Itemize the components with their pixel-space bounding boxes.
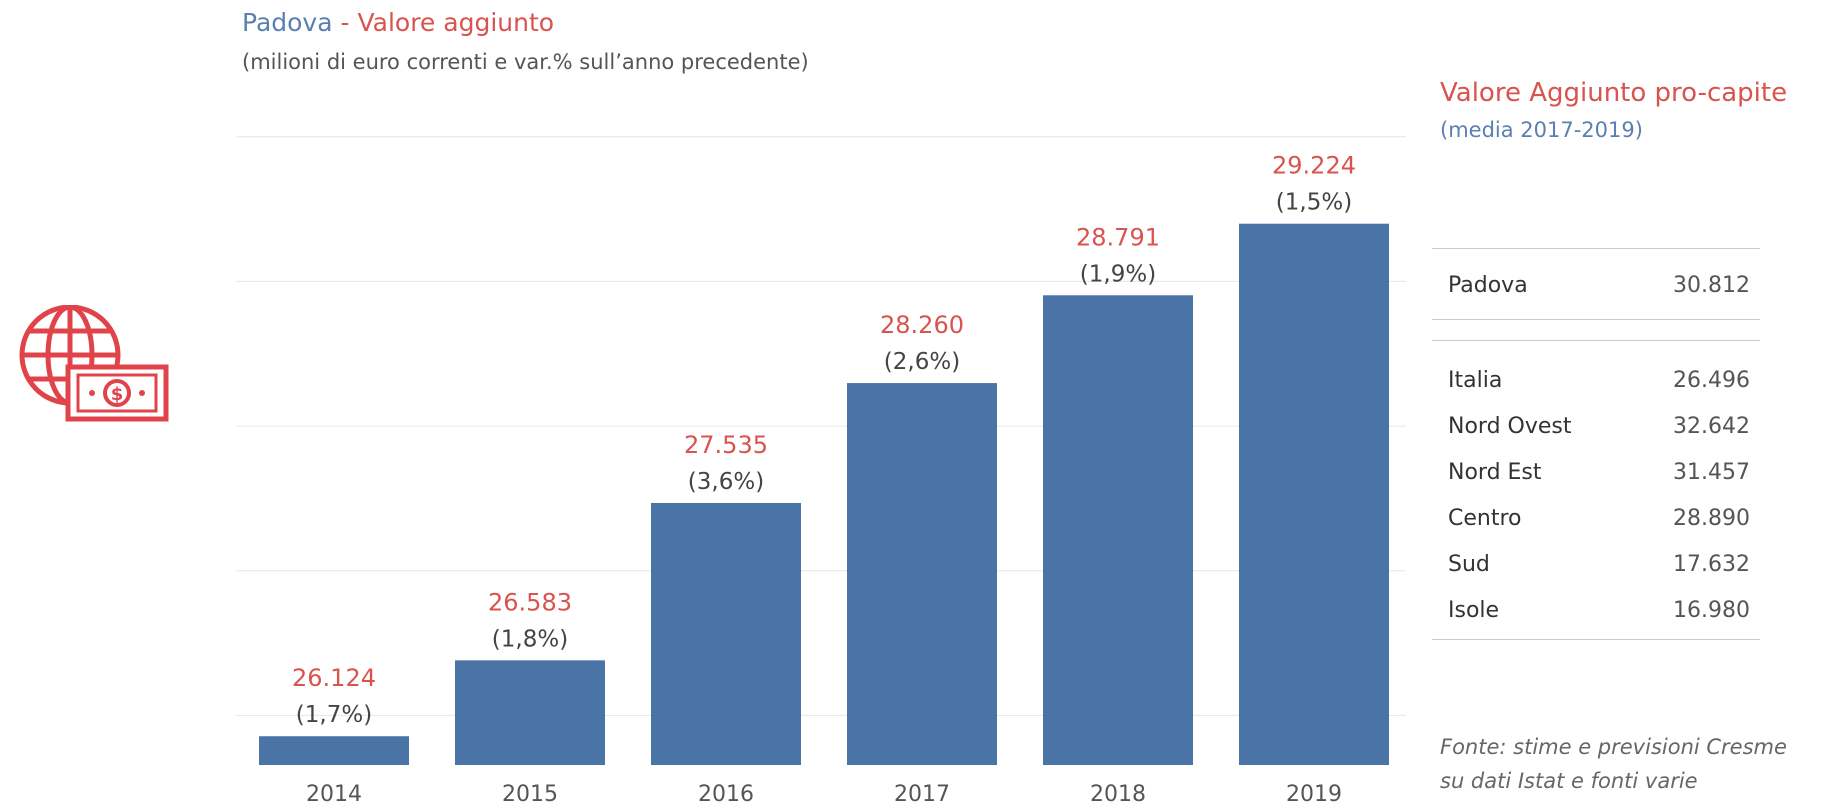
per-capita-row-nord-ovest: Nord Ovest 32.642 bbox=[1432, 403, 1760, 449]
title-metric: Valore aggiunto bbox=[357, 8, 555, 37]
per-capita-region-name: Sud bbox=[1448, 551, 1490, 577]
per-capita-value: 28.890 bbox=[1673, 505, 1750, 531]
pct-label-2016: (3,6%) bbox=[688, 469, 764, 495]
value-label-2016: 27.535 bbox=[684, 431, 768, 459]
x-tick-2017: 2017 bbox=[894, 782, 950, 807]
value-label-2014: 26.124 bbox=[292, 664, 376, 692]
x-tick-2019: 2019 bbox=[1286, 782, 1342, 807]
per-capita-row-sud: Sud 17.632 bbox=[1432, 541, 1760, 587]
pct-label-2014: (1,7%) bbox=[296, 702, 372, 728]
bar-2017 bbox=[847, 383, 997, 765]
per-capita-title: Valore Aggiunto pro-capite bbox=[1440, 78, 1788, 108]
source-line-2: su dati Istat e fonti varie bbox=[1440, 769, 1698, 793]
per-capita-region-name: Centro bbox=[1448, 505, 1522, 531]
value-label-2019: 29.224 bbox=[1272, 152, 1356, 180]
bar-2015 bbox=[455, 660, 605, 765]
per-capita-region-name: Isole bbox=[1448, 597, 1500, 623]
source-line-1: Fonte: stime e previsioni Cresme bbox=[1440, 735, 1787, 759]
value-label-2015: 26.583 bbox=[488, 588, 572, 616]
bar-2019 bbox=[1239, 223, 1389, 765]
value-label-2018: 28.791 bbox=[1076, 223, 1160, 251]
per-capita-value: 32.642 bbox=[1673, 413, 1750, 439]
per-capita-highlight-table: Padova 30.812 bbox=[1432, 248, 1760, 320]
per-capita-value: 16.980 bbox=[1673, 597, 1750, 623]
x-tick-2018: 2018 bbox=[1090, 782, 1146, 807]
pct-label-2015: (1,8%) bbox=[492, 626, 568, 652]
per-capita-row-centro: Centro 28.890 bbox=[1432, 495, 1760, 541]
per-capita-region-name: Padova bbox=[1448, 272, 1528, 298]
bar-2018 bbox=[1043, 295, 1193, 765]
per-capita-value: 26.496 bbox=[1673, 367, 1750, 393]
pct-label-2019: (1,5%) bbox=[1276, 190, 1352, 216]
title-separator: - bbox=[332, 8, 358, 37]
title-place: Padova bbox=[242, 8, 333, 37]
value-label-2017: 28.260 bbox=[880, 311, 964, 339]
per-capita-row-italia: Italia 26.496 bbox=[1432, 357, 1760, 403]
source-note: Fonte: stime e previsioni Cresme su dati… bbox=[1440, 730, 1787, 798]
globe-money-icon: $ bbox=[10, 304, 170, 429]
per-capita-value: 30.812 bbox=[1673, 272, 1750, 298]
x-tick-2014: 2014 bbox=[306, 782, 362, 807]
per-capita-value: 31.457 bbox=[1673, 459, 1750, 485]
pct-label-2017: (2,6%) bbox=[884, 349, 960, 375]
x-tick-2016: 2016 bbox=[698, 782, 754, 807]
per-capita-row-padova: Padova 30.812 bbox=[1432, 267, 1760, 303]
per-capita-region-name: Nord Ovest bbox=[1448, 413, 1572, 439]
per-capita-regions-table: Italia 26.496 Nord Ovest 32.642 Nord Est… bbox=[1432, 340, 1760, 640]
bar-chart: 26.124 (1,7%) 2014 26.583 (1,8%) 2015 27.535 (3… bbox=[236, 136, 1406, 807]
pct-label-2018: (1,9%) bbox=[1080, 261, 1156, 287]
chart-subtitle: (milioni di euro correnti e var.% sull’a… bbox=[242, 50, 809, 74]
svg-text:$: $ bbox=[111, 384, 124, 405]
bar-2014 bbox=[259, 736, 409, 765]
chart-title: Padova - Valore aggiunto bbox=[242, 8, 554, 37]
per-capita-value: 17.632 bbox=[1673, 551, 1750, 577]
bar-2016 bbox=[651, 502, 801, 765]
x-tick-2015: 2015 bbox=[502, 782, 558, 807]
per-capita-region-name: Nord Est bbox=[1448, 459, 1542, 485]
per-capita-row-nord-est: Nord Est 31.457 bbox=[1432, 449, 1760, 495]
per-capita-region-name: Italia bbox=[1448, 367, 1503, 393]
per-capita-subtitle: (media 2017-2019) bbox=[1440, 118, 1643, 142]
per-capita-row-isole: Isole 16.980 bbox=[1432, 587, 1760, 633]
